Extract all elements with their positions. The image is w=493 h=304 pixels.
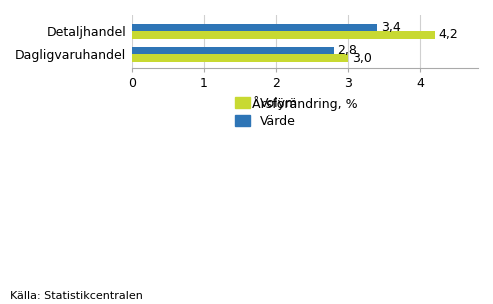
Text: Källa: Statistikcentralen: Källa: Statistikcentralen bbox=[10, 291, 143, 301]
Text: 3,4: 3,4 bbox=[381, 21, 400, 34]
Bar bbox=[132, 24, 377, 31]
Bar bbox=[132, 47, 334, 54]
Text: 3,0: 3,0 bbox=[352, 52, 372, 65]
Text: 4,2: 4,2 bbox=[438, 29, 458, 41]
Legend: Volym, Värde: Volym, Värde bbox=[235, 97, 298, 128]
Bar bbox=[132, 31, 435, 39]
X-axis label: Årsförändring, %: Årsförändring, % bbox=[252, 96, 358, 111]
Text: 2,8: 2,8 bbox=[337, 44, 357, 57]
Bar bbox=[132, 54, 348, 62]
